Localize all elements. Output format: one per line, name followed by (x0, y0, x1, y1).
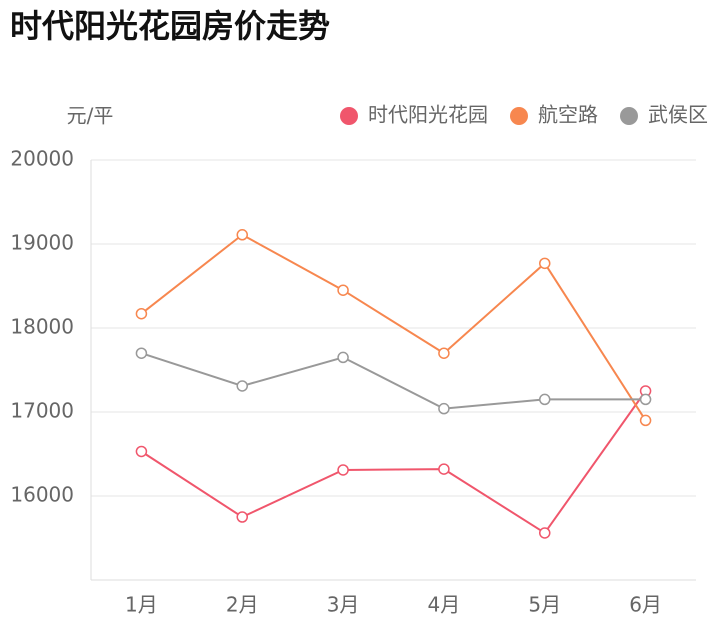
x-tick-label: 6月 (629, 593, 662, 617)
x-tick-label: 5月 (528, 593, 561, 617)
data-point (337, 351, 349, 364)
data-point (236, 229, 248, 241)
data-point (236, 511, 248, 523)
y-tick-label: 17000 (10, 399, 74, 423)
y-tick-label: 20000 (10, 147, 74, 171)
legend-marker (620, 107, 638, 125)
y-tick-label: 19000 (10, 231, 74, 255)
data-point (539, 257, 551, 270)
y-axis-label: 元/平 (67, 104, 114, 128)
x-tick-label: 3月 (327, 593, 360, 617)
series-line (141, 352, 646, 410)
legend-marker (510, 107, 528, 125)
series-line (140, 233, 647, 421)
y-tick-label: 18000 (10, 315, 74, 339)
data-point (236, 380, 248, 392)
data-point (438, 402, 450, 415)
x-tick-label: 1月 (125, 593, 158, 617)
data-point (639, 414, 652, 427)
data-point (337, 284, 349, 296)
data-point (438, 347, 450, 359)
data-point (539, 527, 551, 539)
legend-label: 时代阳光花园 (368, 103, 488, 127)
y-tick-label: 16000 (10, 483, 74, 507)
data-point (337, 464, 349, 476)
data-point (539, 393, 551, 406)
data-point (135, 445, 148, 458)
data-point (639, 393, 652, 406)
legend-marker (340, 107, 358, 125)
data-point (438, 463, 450, 475)
chart-title: 时代阳光花园房价走势 (10, 7, 330, 45)
x-tick-label: 2月 (226, 593, 259, 617)
data-point (135, 347, 148, 359)
x-tick-label: 4月 (428, 593, 461, 617)
legend-label: 武侯区 (648, 103, 708, 127)
legend-label: 航空路 (538, 103, 598, 127)
data-point (135, 307, 148, 320)
series-line (140, 390, 647, 535)
